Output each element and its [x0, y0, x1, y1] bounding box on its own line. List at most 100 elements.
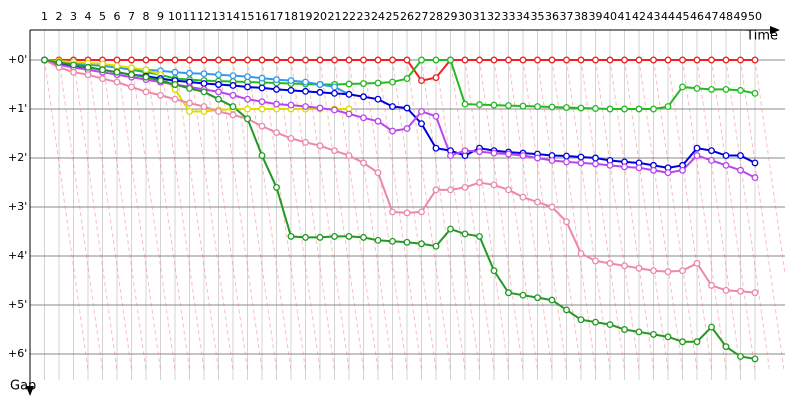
data-point: [461, 183, 469, 191]
lap-line: [464, 59, 509, 371]
x-tick-label: 50: [748, 10, 762, 23]
y-tick-label: +5': [8, 298, 27, 311]
data-point: [534, 198, 541, 206]
x-tick-label: 38: [574, 10, 588, 23]
x-tick-label: 32: [487, 10, 501, 23]
data-point: [722, 56, 730, 64]
data-point: [447, 225, 454, 233]
lap-line: [319, 59, 364, 371]
x-tick-label: 11: [183, 10, 197, 23]
data-point: [679, 56, 686, 64]
data-point: [273, 76, 280, 84]
data-point: [360, 233, 367, 241]
data-point: [316, 88, 324, 96]
data-point: [287, 77, 295, 85]
data-point: [200, 80, 208, 87]
data-point: [157, 56, 164, 64]
data-point: [389, 78, 396, 86]
data-point: [215, 71, 222, 79]
lap-line: [580, 59, 625, 371]
data-point: [113, 56, 121, 64]
data-point: [302, 56, 309, 64]
data-point: [244, 105, 251, 113]
data-point: [316, 233, 324, 241]
data-point: [142, 66, 150, 74]
x-tick-label: 16: [255, 10, 269, 23]
data-point: [737, 152, 744, 159]
data-point: [722, 286, 730, 294]
data-point: [389, 56, 396, 64]
data-point: [432, 242, 440, 250]
data-point: [693, 56, 701, 64]
data-point: [403, 125, 411, 133]
data-point: [577, 250, 585, 257]
data-point: [345, 56, 353, 64]
data-point: [273, 85, 280, 93]
y-tick-label: +4': [8, 249, 27, 262]
data-point: [316, 142, 324, 150]
x-tick-label: 30: [458, 10, 472, 23]
data-point: [360, 80, 367, 87]
data-point: [476, 179, 483, 186]
data-point: [418, 107, 425, 115]
lap-line: [508, 59, 553, 371]
data-point: [505, 150, 512, 158]
x-tick-label: 49: [734, 10, 748, 23]
x-tick-label: 44: [661, 10, 675, 23]
data-point: [374, 79, 382, 87]
data-point: [693, 338, 701, 346]
data-point: [99, 75, 106, 83]
lap-line: [624, 59, 669, 371]
x-tick-label: 39: [589, 10, 603, 23]
x-tick-label: 5: [99, 10, 106, 23]
data-point: [200, 88, 208, 96]
data-point: [244, 56, 251, 64]
lap-line: [116, 59, 161, 371]
x-tick-label: 19: [299, 10, 313, 23]
data-point: [273, 100, 280, 108]
data-point: [302, 103, 309, 110]
x-tick-label: 3: [70, 10, 77, 23]
data-point: [693, 84, 701, 92]
data-point: [418, 56, 425, 64]
lap-line: [667, 59, 712, 371]
data-point: [650, 56, 657, 64]
y-tick-label: +0': [8, 53, 27, 66]
x-tick-label: 18: [284, 10, 298, 23]
data-point: [563, 56, 570, 64]
data-point: [650, 330, 657, 338]
data-point: [403, 209, 411, 217]
x-tick-label: 10: [168, 10, 182, 23]
data-point: [215, 88, 222, 96]
data-point: [621, 163, 628, 171]
data-point: [505, 102, 512, 110]
lap-line: [247, 59, 292, 371]
data-point: [374, 169, 382, 177]
lap-line: [740, 59, 785, 371]
lap-line: [406, 59, 451, 371]
data-point: [215, 107, 222, 115]
data-point: [244, 83, 251, 91]
lap-line: [609, 59, 654, 371]
lap-line: [595, 59, 640, 371]
data-point: [621, 105, 628, 113]
data-point: [563, 104, 570, 111]
data-point: [635, 105, 643, 113]
data-point: [273, 183, 280, 191]
data-point: [403, 56, 411, 64]
data-point: [519, 102, 527, 110]
data-point: [563, 152, 570, 160]
lap-line: [58, 59, 103, 371]
x-tick-label: 9: [157, 10, 164, 23]
data-point: [258, 56, 266, 64]
lap-line: [450, 59, 495, 371]
data-point: [157, 77, 164, 85]
data-point: [548, 156, 556, 164]
data-point: [302, 233, 309, 241]
data-point: [229, 56, 237, 64]
lap-line: [682, 59, 727, 371]
data-point: [258, 152, 266, 159]
lap-line: [305, 59, 350, 371]
data-point: [592, 105, 599, 112]
x-tick-label: 20: [313, 10, 327, 23]
